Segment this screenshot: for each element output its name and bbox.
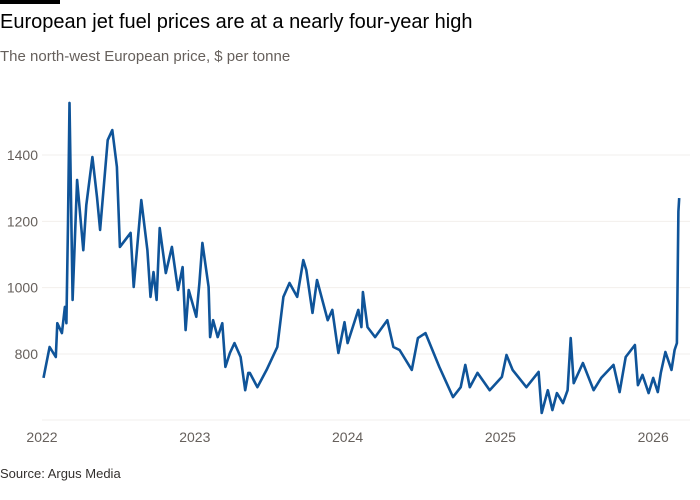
x-tick-label: 2023	[179, 429, 210, 445]
y-tick-label: 800	[15, 346, 39, 362]
y-tick-label: 1000	[7, 280, 38, 296]
chart-title: European jet fuel prices are at a nearly…	[0, 11, 473, 33]
chart-subtitle: The north-west European price, $ per ton…	[0, 48, 291, 65]
x-tick-label: 2026	[638, 429, 669, 445]
source-note: Source: Argus Media	[0, 466, 121, 481]
x-tick-label: 2024	[332, 429, 363, 445]
y-tick-label: 1200	[7, 213, 38, 229]
brand-bar	[0, 0, 60, 4]
y-tick-label: 1400	[7, 147, 38, 163]
series-line-jet-fuel-price	[42, 101, 681, 415]
x-tick-label: 2025	[485, 429, 516, 445]
x-tick-label: 2022	[26, 429, 57, 445]
